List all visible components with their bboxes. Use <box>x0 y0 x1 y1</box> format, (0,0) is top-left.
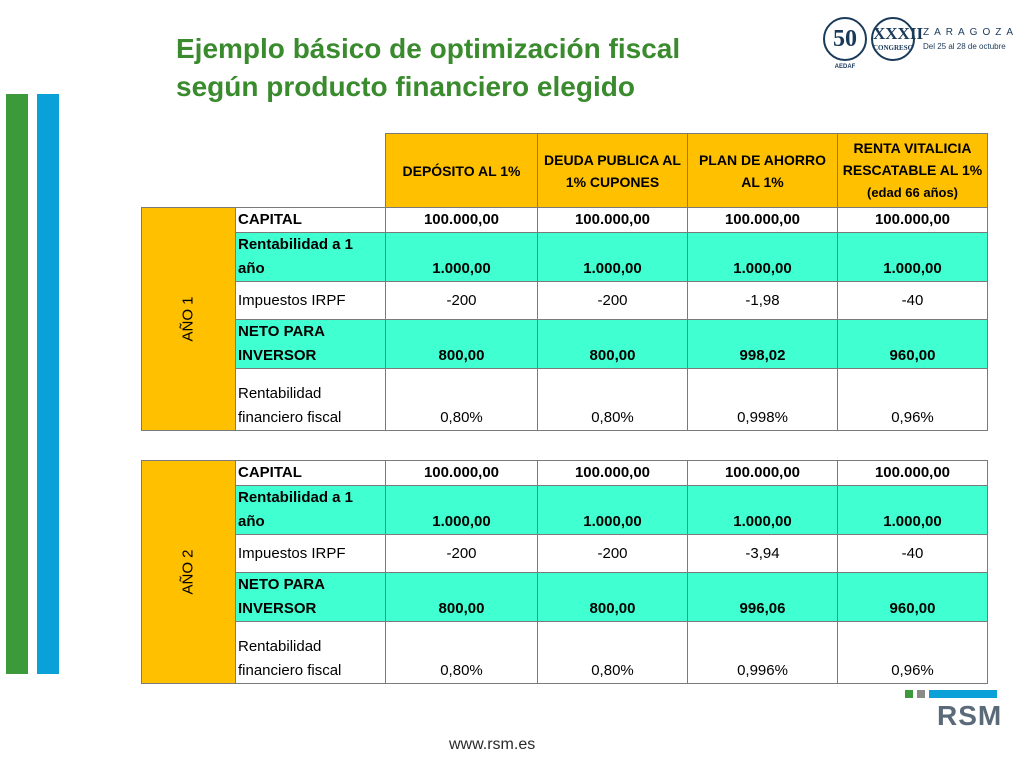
cell-value: -200 <box>537 281 688 320</box>
slide-title-line2: según producto financiero elegido <box>176 71 635 102</box>
logo-grey-square <box>917 690 925 698</box>
cell-value: -200 <box>385 281 538 320</box>
logo-green-square <box>905 690 913 698</box>
row-label: Rentabilidad financiero fiscal <box>235 368 386 431</box>
cell-value: 800,00 <box>385 319 538 369</box>
congress-number: XXXII <box>873 24 924 43</box>
year1-side-label: AÑO 1 <box>141 207 236 431</box>
table-row: Impuestos IRPF -200 -200 -1,98 -40 <box>142 281 988 320</box>
header-deposito: DEPÓSITO AL 1% <box>385 133 538 208</box>
table-row: Rentabilidad a 1 año 1.000,00 1.000,00 1… <box>141 485 988 535</box>
header-renta-vitalicia-note: (edad 66 años) <box>866 185 959 200</box>
table-row: AÑO 1 CAPITAL 100.000,00 100.000,00 100.… <box>141 207 988 431</box>
cell-value: 998,02 <box>687 319 838 369</box>
table-row: Rentabilidad financiero fiscal 0,80% 0,8… <box>142 368 988 431</box>
cell-value: 0,80% <box>537 621 688 684</box>
fifty-sub: AEDAF <box>834 64 856 70</box>
logo-blue-bar <box>929 690 997 698</box>
congress-dates: Del 25 al 28 de octubre <box>923 42 1006 51</box>
rsm-logo: RSM <box>905 690 1001 732</box>
cell-value: 0,998% <box>687 368 838 431</box>
row-label: Rentabilidad a 1 año <box>235 485 386 535</box>
cell-value: 1.000,00 <box>837 232 988 282</box>
cell-value: 100.000,00 <box>837 207 988 233</box>
cell-value: 1.000,00 <box>537 485 688 535</box>
table-row: AÑO 2 CAPITAL 100.000,00 100.000,00 100.… <box>141 460 988 684</box>
row-label: Impuestos IRPF <box>235 534 386 573</box>
cell-value: 960,00 <box>837 572 988 622</box>
decorative-green-bar <box>6 94 28 674</box>
header-row: DEPÓSITO AL 1% DEUDA PUBLICA AL 1% CUPON… <box>142 133 988 208</box>
table-row: Rentabilidad a 1 año 1.000,00 1.000,00 1… <box>141 232 988 282</box>
cell-value: -200 <box>537 534 688 573</box>
header-renta-vitalicia: RENTA VITALICIA RESCATABLE AL 1% (edad 6… <box>837 133 988 208</box>
website-link[interactable]: www.rsm.es <box>449 736 536 753</box>
row-label: NETO PARA INVERSOR <box>235 319 386 369</box>
year2-table: AÑO 2 CAPITAL 100.000,00 100.000,00 100.… <box>141 460 988 684</box>
header-plan-ahorro: PLAN DE AHORRO AL 1% <box>687 133 838 208</box>
cell-value: 800,00 <box>385 572 538 622</box>
congress-city: ZARAGOZA <box>923 27 1019 38</box>
cell-value: 960,00 <box>837 319 988 369</box>
cell-value: -3,94 <box>687 534 838 573</box>
cell-value: 0,80% <box>537 368 688 431</box>
slide-title-line1: Ejemplo básico de optimización fiscal <box>176 33 681 64</box>
fifty-anniversary-icon: 50 AEDAF <box>823 17 867 70</box>
congress-seal-icon: XXXII CONGRESO <box>871 17 924 61</box>
cell-value: 100.000,00 <box>537 460 688 486</box>
cell-value: -1,98 <box>687 281 838 320</box>
row-label: CAPITAL <box>235 207 386 233</box>
cell-value: 0,96% <box>837 368 988 431</box>
cell-value: 100.000,00 <box>385 460 538 486</box>
fifty-number: 50 <box>833 26 857 52</box>
row-label: CAPITAL <box>235 460 386 486</box>
cell-value: 1.000,00 <box>837 485 988 535</box>
rsm-logo-text: RSM <box>937 700 1003 731</box>
cell-value: 0,996% <box>687 621 838 684</box>
year2-side-label: AÑO 2 <box>141 460 236 684</box>
cell-value: 100.000,00 <box>537 207 688 233</box>
cell-value: 0,96% <box>837 621 988 684</box>
table-row: NETO PARA INVERSOR 800,00 800,00 996,06 … <box>141 572 988 622</box>
slide-title: Ejemplo básico de optimización fiscal se… <box>176 30 680 106</box>
cell-value: 100.000,00 <box>687 460 838 486</box>
cell-value: 800,00 <box>537 319 688 369</box>
cell-value: 0,80% <box>385 368 538 431</box>
row-label: NETO PARA INVERSOR <box>235 572 386 622</box>
table-row: NETO PARA INVERSOR 800,00 800,00 998,02 … <box>141 319 988 369</box>
cell-value: 100.000,00 <box>837 460 988 486</box>
cell-value: 1.000,00 <box>385 485 538 535</box>
cell-value: -200 <box>385 534 538 573</box>
cell-value: -40 <box>837 281 988 320</box>
table-row: Impuestos IRPF -200 -200 -3,94 -40 <box>142 534 988 573</box>
cell-value: 100.000,00 <box>687 207 838 233</box>
cell-value: 1.000,00 <box>385 232 538 282</box>
congress-label: CONGRESO <box>873 44 914 52</box>
row-label: Impuestos IRPF <box>235 281 386 320</box>
cell-value: 1.000,00 <box>537 232 688 282</box>
cell-value: 1.000,00 <box>687 485 838 535</box>
cell-value: 0,80% <box>385 621 538 684</box>
cell-value: 100.000,00 <box>385 207 538 233</box>
year1-label: AÑO 1 <box>179 296 197 342</box>
decorative-blue-bar <box>37 94 59 674</box>
header-deuda-publica: DEUDA PUBLICA AL 1% CUPONES <box>537 133 688 208</box>
header-renta-vitalicia-main: RENTA VITALICIA RESCATABLE AL 1% <box>842 140 983 178</box>
cell-value: -40 <box>837 534 988 573</box>
cell-value: 800,00 <box>537 572 688 622</box>
row-label: Rentabilidad a 1 año <box>235 232 386 282</box>
row-label: Rentabilidad financiero fiscal <box>235 621 386 684</box>
cell-value: 1.000,00 <box>687 232 838 282</box>
cell-value: 996,06 <box>687 572 838 622</box>
year2-label: AÑO 2 <box>179 549 197 595</box>
table-row: Rentabilidad financiero fiscal 0,80% 0,8… <box>142 621 988 684</box>
year1-table: DEPÓSITO AL 1% DEUDA PUBLICA AL 1% CUPON… <box>141 133 988 431</box>
congress-logo: 50 AEDAF XXXII CONGRESO ZARAGOZA Del 25 … <box>823 15 1019 70</box>
